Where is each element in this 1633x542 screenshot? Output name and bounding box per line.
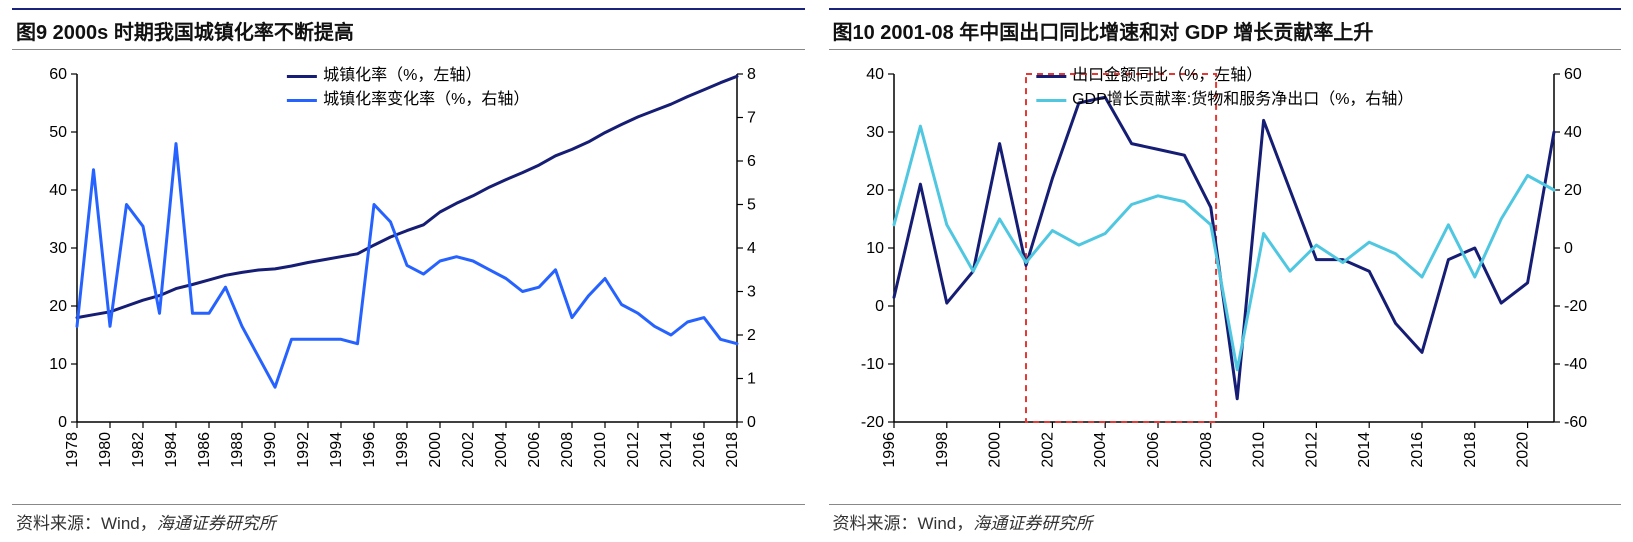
chart-title-left: 图9 2000s 时期我国城镇化率不断提高 bbox=[12, 8, 805, 50]
source-label: 资料来源： bbox=[16, 514, 101, 533]
svg-text:1988: 1988 bbox=[229, 432, 246, 468]
svg-text:1998: 1998 bbox=[933, 432, 950, 468]
svg-text:6: 6 bbox=[747, 153, 756, 170]
svg-text:2002: 2002 bbox=[1039, 432, 1056, 468]
svg-text:7: 7 bbox=[747, 110, 756, 127]
svg-text:1982: 1982 bbox=[130, 432, 147, 468]
source-org: 海通证券研究所 bbox=[157, 514, 276, 533]
svg-text:2018: 2018 bbox=[724, 432, 741, 468]
svg-text:2000: 2000 bbox=[427, 432, 444, 468]
source-sep: ， bbox=[956, 514, 973, 533]
chart-area-right: 出口金额同比（%，左轴） GDP增长贡献率:货物和服务净出口（%，右轴） -20… bbox=[829, 50, 1622, 504]
legend-swatch bbox=[287, 75, 317, 78]
svg-text:1984: 1984 bbox=[163, 432, 180, 468]
legend-label: GDP增长贡献率:货物和服务净出口（%，右轴） bbox=[1072, 88, 1413, 112]
svg-text:1998: 1998 bbox=[394, 432, 411, 468]
svg-text:2006: 2006 bbox=[526, 432, 543, 468]
svg-text:0: 0 bbox=[58, 414, 67, 431]
svg-text:10: 10 bbox=[866, 240, 884, 257]
svg-text:20: 20 bbox=[49, 298, 67, 315]
svg-text:-10: -10 bbox=[860, 356, 883, 373]
svg-text:1996: 1996 bbox=[361, 432, 378, 468]
chart-title-right: 图10 2001-08 年中国出口同比增速和对 GDP 增长贡献率上升 bbox=[829, 8, 1622, 50]
svg-text:50: 50 bbox=[49, 124, 67, 141]
svg-text:2008: 2008 bbox=[1197, 432, 1214, 468]
svg-text:40: 40 bbox=[49, 182, 67, 199]
legend-swatch bbox=[287, 99, 317, 102]
legend-label: 城镇化率（%，左轴） bbox=[323, 64, 481, 88]
svg-text:2012: 2012 bbox=[625, 432, 642, 468]
svg-text:3: 3 bbox=[747, 284, 756, 301]
panel-right: 图10 2001-08 年中国出口同比增速和对 GDP 增长贡献率上升 出口金额… bbox=[829, 8, 1622, 534]
legend-item: GDP增长贡献率:货物和服务净出口（%，右轴） bbox=[1036, 88, 1413, 112]
legend-swatch bbox=[1036, 99, 1066, 102]
svg-text:2002: 2002 bbox=[460, 432, 477, 468]
svg-text:1980: 1980 bbox=[97, 432, 114, 468]
svg-text:2000: 2000 bbox=[986, 432, 1003, 468]
svg-text:60: 60 bbox=[49, 66, 67, 83]
svg-text:-20: -20 bbox=[1564, 298, 1587, 315]
svg-text:2014: 2014 bbox=[1356, 432, 1373, 468]
svg-text:2018: 2018 bbox=[1461, 432, 1478, 468]
svg-text:60: 60 bbox=[1564, 66, 1582, 83]
svg-text:2016: 2016 bbox=[1409, 432, 1426, 468]
svg-text:5: 5 bbox=[747, 197, 756, 214]
svg-text:-60: -60 bbox=[1564, 414, 1587, 431]
source-label: 资料来源： bbox=[833, 514, 918, 533]
svg-text:40: 40 bbox=[1564, 124, 1582, 141]
legend-item: 城镇化率（%，左轴） bbox=[287, 64, 529, 88]
chart-svg-left: 0 10 20 30 40 50 60 0 1 2 3 4 5 6 7 8 1978 1980 1982 1984 19… bbox=[22, 60, 792, 480]
svg-text:2004: 2004 bbox=[1092, 432, 1109, 468]
chart-area-left: 城镇化率（%，左轴） 城镇化率变化率（%，右轴） 010203040506001… bbox=[12, 50, 805, 504]
source-sep: ， bbox=[140, 514, 157, 533]
svg-text:0: 0 bbox=[875, 298, 884, 315]
svg-text:2020: 2020 bbox=[1514, 432, 1531, 468]
svg-text:2: 2 bbox=[747, 327, 756, 344]
svg-text:10: 10 bbox=[49, 356, 67, 373]
svg-text:2004: 2004 bbox=[493, 432, 510, 468]
svg-text:20: 20 bbox=[1564, 182, 1582, 199]
legend-item: 城镇化率变化率（%，右轴） bbox=[287, 88, 529, 112]
legend-left: 城镇化率（%，左轴） 城镇化率变化率（%，右轴） bbox=[287, 64, 529, 112]
svg-text:2012: 2012 bbox=[1303, 432, 1320, 468]
svg-text:40: 40 bbox=[866, 66, 884, 83]
svg-text:8: 8 bbox=[747, 66, 756, 83]
svg-text:1990: 1990 bbox=[262, 432, 279, 468]
svg-text:30: 30 bbox=[866, 124, 884, 141]
svg-text:1992: 1992 bbox=[295, 432, 312, 468]
svg-text:2016: 2016 bbox=[691, 432, 708, 468]
svg-text:-20: -20 bbox=[860, 414, 883, 431]
svg-text:2010: 2010 bbox=[1250, 432, 1267, 468]
legend-swatch bbox=[1036, 75, 1066, 78]
source-wind: Wind bbox=[918, 514, 957, 533]
svg-text:30: 30 bbox=[49, 240, 67, 257]
panel-left: 图9 2000s 时期我国城镇化率不断提高 城镇化率（%，左轴） 城镇化率变化率… bbox=[12, 8, 805, 534]
svg-text:4: 4 bbox=[747, 240, 756, 257]
source-left: 资料来源：Wind，海通证券研究所 bbox=[12, 504, 805, 534]
source-right: 资料来源：Wind，海通证券研究所 bbox=[829, 504, 1622, 534]
svg-text:2014: 2014 bbox=[658, 432, 675, 468]
svg-text:1994: 1994 bbox=[328, 432, 345, 468]
legend-right: 出口金额同比（%，左轴） GDP增长贡献率:货物和服务净出口（%，右轴） bbox=[1036, 64, 1413, 112]
source-org: 海通证券研究所 bbox=[973, 514, 1092, 533]
svg-text:0: 0 bbox=[1564, 240, 1573, 257]
legend-label: 城镇化率变化率（%，右轴） bbox=[323, 88, 529, 112]
svg-text:20: 20 bbox=[866, 182, 884, 199]
svg-text:2010: 2010 bbox=[592, 432, 609, 468]
svg-text:1978: 1978 bbox=[64, 432, 81, 468]
svg-text:2008: 2008 bbox=[559, 432, 576, 468]
chart-svg-right: -20 -10 0 10 20 30 40 -60 -40 -20 0 20 40 60 1996 1998 2… bbox=[839, 60, 1609, 480]
svg-text:-40: -40 bbox=[1564, 356, 1587, 373]
source-wind: Wind bbox=[101, 514, 140, 533]
legend-label: 出口金额同比（%，左轴） bbox=[1072, 64, 1262, 88]
legend-item: 出口金额同比（%，左轴） bbox=[1036, 64, 1413, 88]
svg-text:0: 0 bbox=[747, 414, 756, 431]
svg-text:1: 1 bbox=[747, 371, 756, 388]
svg-text:1996: 1996 bbox=[881, 432, 898, 468]
svg-text:1986: 1986 bbox=[196, 432, 213, 468]
svg-text:2006: 2006 bbox=[1145, 432, 1162, 468]
